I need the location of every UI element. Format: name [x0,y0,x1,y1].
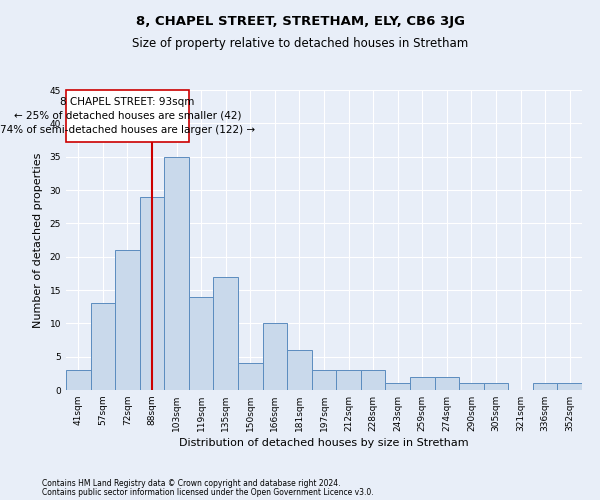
X-axis label: Distribution of detached houses by size in Stretham: Distribution of detached houses by size … [179,438,469,448]
Bar [140,196,164,390]
Text: 8, CHAPEL STREET, STRETHAM, ELY, CB6 3JG: 8, CHAPEL STREET, STRETHAM, ELY, CB6 3JG [136,15,464,28]
Bar [91,304,115,390]
Bar [164,156,189,390]
Bar [115,250,140,390]
Y-axis label: Number of detached properties: Number of detached properties [32,152,43,328]
FancyBboxPatch shape [66,90,189,142]
Text: Contains HM Land Registry data © Crown copyright and database right 2024.: Contains HM Land Registry data © Crown c… [42,478,341,488]
Text: Size of property relative to detached houses in Stretham: Size of property relative to detached ho… [132,38,468,51]
Text: 8 CHAPEL STREET: 93sqm
← 25% of detached houses are smaller (42)
74% of semi-det: 8 CHAPEL STREET: 93sqm ← 25% of detached… [0,97,255,135]
Bar [336,370,361,390]
Bar [533,384,557,390]
Bar [361,370,385,390]
Bar [312,370,336,390]
Bar [263,324,287,390]
Bar [214,276,238,390]
Bar [238,364,263,390]
Bar [557,384,582,390]
Bar [287,350,312,390]
Bar [189,296,214,390]
Text: Contains public sector information licensed under the Open Government Licence v3: Contains public sector information licen… [42,488,374,497]
Bar [484,384,508,390]
Bar [410,376,434,390]
Bar [66,370,91,390]
Bar [385,384,410,390]
Bar [434,376,459,390]
Bar [459,384,484,390]
